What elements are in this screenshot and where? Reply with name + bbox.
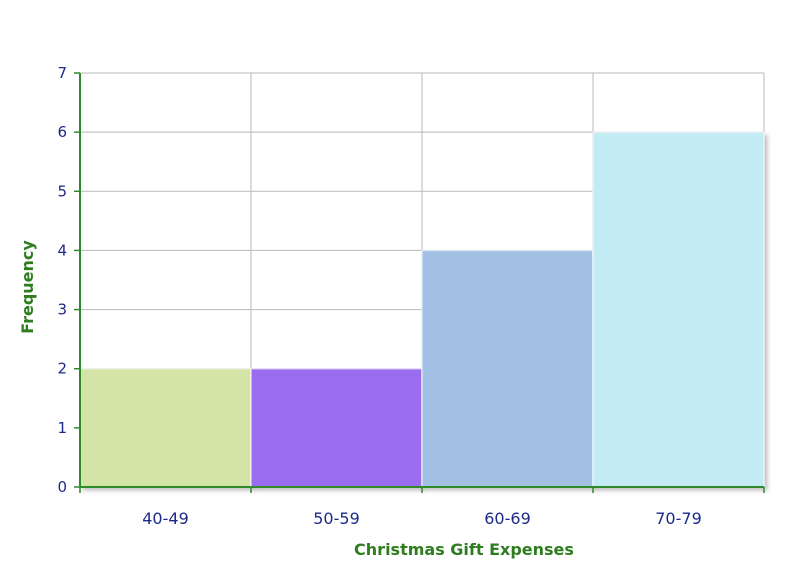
y-tick-label: 1	[57, 419, 67, 437]
x-category-labels: 40-49 50-59 60-69 70-79	[142, 509, 702, 528]
y-tick-label: 2	[57, 360, 67, 378]
x-axis-title: Christmas Gift Expenses	[354, 540, 574, 559]
y-tick-label: 0	[57, 478, 67, 496]
x-category-label: 40-49	[142, 509, 189, 528]
x-category-label: 70-79	[655, 509, 702, 528]
y-tick-label: 4	[57, 241, 67, 259]
y-tick-label: 6	[57, 123, 67, 141]
y-tick-label: 5	[57, 182, 67, 200]
x-category-label: 50-59	[313, 509, 360, 528]
axes	[74, 72, 765, 493]
y-tick-label: 3	[57, 301, 67, 319]
y-axis-title: Frequency	[18, 240, 37, 334]
x-category-label: 60-69	[484, 509, 531, 528]
bar-60-69	[421, 249, 594, 488]
y-tick-label: 7	[57, 64, 67, 82]
bar-40-49	[79, 367, 252, 488]
bar-70-79	[592, 131, 765, 488]
bar-50-59	[250, 367, 423, 488]
y-tick-labels: 0 1 2 3 4 5 6 7	[57, 64, 67, 496]
bars	[79, 131, 765, 488]
